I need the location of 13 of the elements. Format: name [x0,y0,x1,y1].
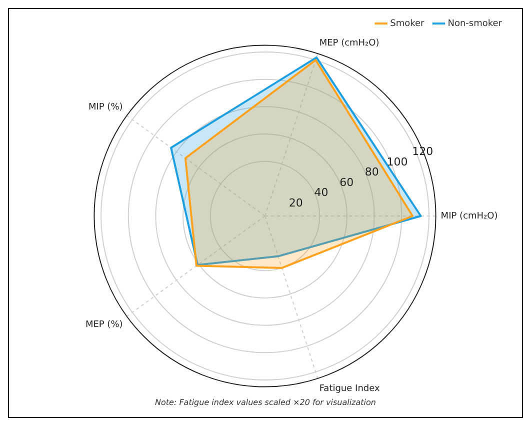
y-tick-label: 20 [288,196,303,210]
text: Note: Fatigue index values scaled ×20 for visualization [154,397,377,409]
spoke-label: MEP (%) [85,320,123,330]
spoke-label: Fatigue Index [319,384,380,394]
spoke-label: MEP (cmH₂O) [319,38,380,49]
legend-label: Non-smoker [448,18,502,29]
spoke-label: MIP (cmH₂O) [440,211,498,222]
y-tick-label: 40 [314,186,328,200]
y-tick-label: 60 [340,176,354,189]
spoke-label: MIP (%) [88,102,123,113]
y-tick-label: 80 [364,166,379,179]
legend-label: Smoker [390,18,425,29]
y-tick-label: 100 [386,155,408,168]
